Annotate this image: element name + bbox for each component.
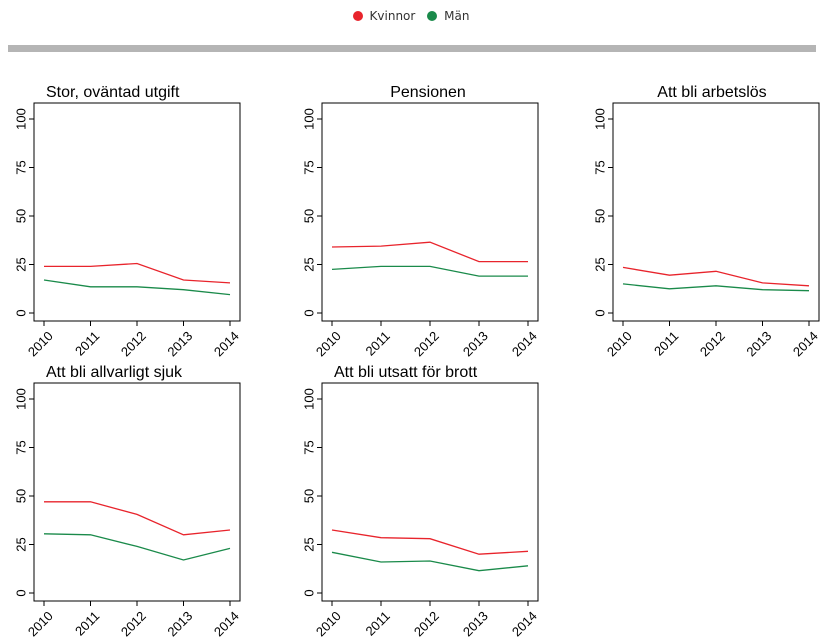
x-tick-label: 2010: [25, 328, 56, 359]
legend-label-men: Män: [444, 9, 470, 23]
series-line-man: [622, 283, 810, 292]
y-tick-label: 25: [302, 537, 317, 551]
series-line-kvinnor: [44, 262, 231, 284]
plot-frame: [321, 102, 539, 322]
panel-title: Att bli allvarligt sjuk: [46, 364, 183, 381]
y-tick-label: 100: [302, 108, 317, 130]
x-tick-label: 2012: [411, 608, 442, 639]
y-tick-label: 75: [14, 160, 29, 174]
y-tick-label: 25: [14, 257, 29, 271]
legend-swatch-men: [427, 11, 438, 21]
series-line-man: [331, 265, 528, 277]
x-tick-label: 2010: [25, 608, 56, 639]
legend-item-women: Kvinnor: [352, 9, 416, 23]
y-tick-label: 0: [14, 589, 29, 596]
chart-legend: Kvinnor Män: [0, 9, 822, 24]
x-tick-label: 2013: [164, 608, 195, 639]
x-tick-label: 2014: [509, 608, 540, 639]
x-tick-label: 2014: [211, 328, 242, 359]
y-tick-label: 50: [14, 489, 29, 503]
x-tick-label: 2012: [118, 328, 149, 359]
plot-frame: [612, 102, 820, 322]
y-tick-label: 50: [302, 489, 317, 503]
panel-title: Att bli utsatt för brott: [334, 364, 478, 381]
series-line-man: [331, 551, 529, 572]
x-tick-label: 2014: [509, 328, 540, 359]
series-line-kvinnor: [331, 241, 528, 263]
legend-item-men: Män: [427, 9, 469, 23]
legend-swatch-women: [352, 11, 363, 21]
x-tick-label: 2012: [118, 608, 149, 639]
y-tick-label: 0: [302, 309, 317, 316]
x-tick-label: 2011: [651, 328, 681, 358]
series-line-kvinnor: [331, 529, 529, 555]
panel-1: Stor, oväntad utgift 0 25 50 75 100 2010 2011 20…: [14, 84, 242, 359]
plot-frame: [33, 102, 241, 322]
panel-title: Pensionen: [390, 84, 466, 101]
x-tick-label: 2010: [313, 608, 344, 639]
panel-title: Stor, oväntad utgift: [46, 84, 180, 101]
panel-3: Att bli arbetslös 0 25 50 75 100 2010 2011 2012 2…: [593, 84, 821, 359]
panel-5: Att bli utsatt för brott 0 25 50 75 100 2010 20…: [302, 364, 540, 639]
x-tick-label: 2013: [460, 328, 491, 359]
x-tick-label: 2011: [72, 608, 102, 638]
y-tick-label: 0: [14, 309, 29, 316]
x-tick-label: 2011: [363, 328, 393, 358]
header-divider: [8, 45, 816, 52]
x-tick-label: 2011: [363, 608, 393, 638]
y-tick-label: 50: [302, 209, 317, 223]
x-tick-label: 2014: [211, 608, 242, 639]
y-tick-label: 0: [302, 589, 317, 596]
panel-title: Att bli arbetslös: [657, 84, 766, 101]
y-tick-label: 50: [14, 209, 29, 223]
x-tick-label: 2013: [743, 328, 774, 359]
x-tick-label: 2010: [313, 328, 344, 359]
x-tick-label: 2012: [697, 328, 728, 359]
x-tick-label: 2014: [790, 328, 821, 359]
series-line-kvinnor: [622, 266, 810, 287]
legend-label-women: Kvinnor: [369, 9, 416, 23]
series-line-man: [43, 279, 231, 296]
y-tick-label: 100: [593, 108, 608, 130]
x-tick-label: 2012: [411, 328, 442, 359]
panel-4: Att bli allvarligt sjuk 0 25 50 75 100 2010 201…: [14, 364, 242, 639]
x-tick-label: 2010: [604, 328, 635, 359]
x-tick-label: 2013: [460, 608, 491, 639]
y-tick-label: 100: [14, 388, 29, 410]
x-tick-label: 2013: [164, 328, 195, 359]
plot-frame: [33, 382, 241, 602]
y-tick-label: 25: [14, 537, 29, 551]
y-tick-label: 75: [593, 160, 608, 174]
y-tick-label: 75: [302, 160, 317, 174]
y-tick-label: 25: [593, 257, 608, 271]
y-tick-label: 100: [14, 108, 29, 130]
series-line-man: [43, 533, 231, 561]
y-tick-label: 75: [302, 440, 317, 454]
panel-2: Pensionen 0 25 50 75 100 2010 2011 2012 2013 2014: [302, 84, 540, 359]
y-tick-label: 25: [302, 257, 317, 271]
y-tick-label: 50: [593, 209, 608, 223]
y-tick-label: 100: [302, 388, 317, 410]
x-tick-label: 2011: [72, 328, 102, 358]
series-line-kvinnor: [44, 501, 231, 536]
y-tick-label: 0: [593, 309, 608, 316]
y-tick-label: 75: [14, 440, 29, 454]
